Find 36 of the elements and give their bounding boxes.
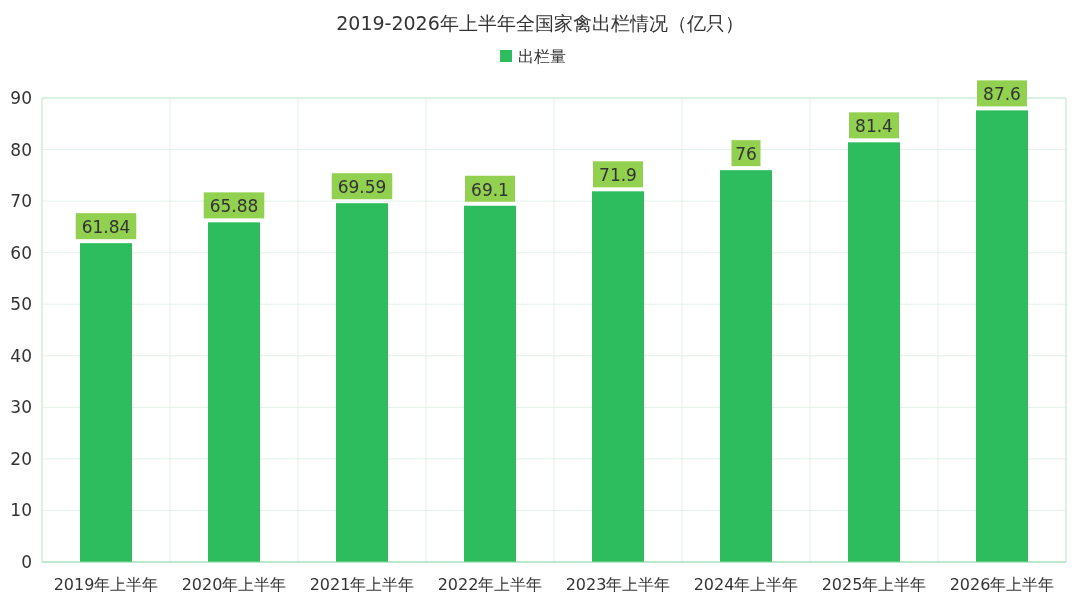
x-tick-label: 2025年上半年 xyxy=(821,575,927,594)
y-tick-label: 90 xyxy=(10,88,32,108)
data-label: 69.59 xyxy=(337,177,387,198)
y-tick-label: 10 xyxy=(10,500,32,521)
y-tick-label: 20 xyxy=(10,448,32,469)
bar xyxy=(720,170,772,562)
bar xyxy=(848,142,900,562)
data-label: 69.1 xyxy=(471,179,509,200)
legend-label: 出栏量 xyxy=(518,47,566,66)
y-tick-label: 70 xyxy=(10,191,32,212)
data-label: 87.6 xyxy=(983,84,1021,105)
y-tick-label: 50 xyxy=(10,294,32,315)
y-tick-label: 80 xyxy=(10,139,32,160)
data-label: 71.9 xyxy=(599,165,637,186)
x-tick-label: 2022年上半年 xyxy=(437,575,543,594)
bar xyxy=(80,243,132,562)
x-tick-label: 2021年上半年 xyxy=(309,575,415,594)
x-tick-label: 2024年上半年 xyxy=(693,575,799,594)
chart-title: 2019-2026年上半年全国家禽出栏情况（亿只） xyxy=(336,12,744,34)
x-tick-label: 2023年上半年 xyxy=(565,575,671,594)
bar xyxy=(592,191,644,562)
bar xyxy=(336,203,388,562)
data-label: 76 xyxy=(735,144,757,165)
data-label: 61.84 xyxy=(81,217,131,238)
bar xyxy=(976,110,1028,562)
data-label: 81.4 xyxy=(855,116,893,137)
x-tick-label: 2019年上半年 xyxy=(53,575,159,594)
bar xyxy=(208,222,260,562)
x-tick-label: 2026年上半年 xyxy=(949,575,1055,594)
y-tick-label: 40 xyxy=(10,345,32,366)
bar xyxy=(464,205,516,562)
y-tick-label: 0 xyxy=(21,552,32,572)
y-tick-label: 30 xyxy=(10,397,32,418)
x-tick-label: 2020年上半年 xyxy=(181,575,287,594)
data-label: 65.88 xyxy=(209,196,259,217)
y-tick-label: 60 xyxy=(10,242,32,263)
